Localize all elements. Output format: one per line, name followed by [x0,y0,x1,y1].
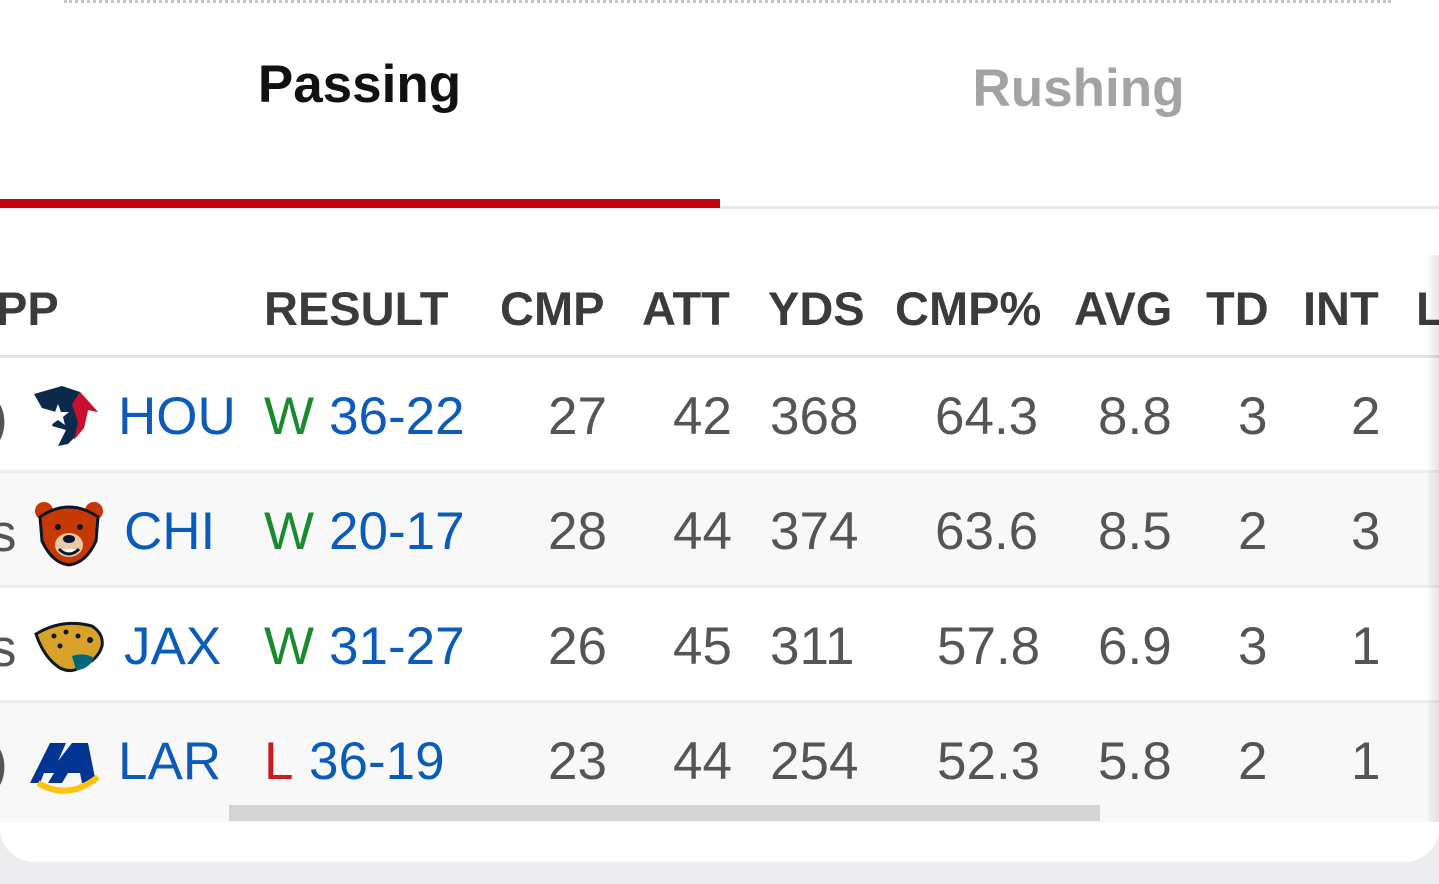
td-value: 2 [1238,502,1268,561]
clipped-cell: ) [0,388,8,449]
result-score-link[interactable]: 20-17 [329,502,465,561]
tab-rushing[interactable]: Rushing [972,58,1185,118]
scroll-edge-shadow [1428,255,1439,822]
table-row: ) HOU W 36-22 27 42 368 64.3 8.8 3 2 [0,358,1439,473]
result-wl: L [264,732,294,791]
yds-value: 254 [770,732,859,791]
header-att[interactable]: ATT [642,282,730,335]
yds-value: 311 [770,617,855,676]
clipped-cell: ) [0,733,8,794]
result-wl: W [264,502,315,561]
opponent-link[interactable]: HOU [118,387,236,446]
att-value: 42 [673,387,732,446]
int-value: 3 [1351,502,1381,561]
result-wl: W [264,617,315,676]
cmp-pct-value: 57.8 [937,617,1041,676]
int-value: 2 [1351,387,1381,446]
table-row: s CHI W 20-17 28 44 374 63.6 8.5 2 3 [0,473,1439,588]
cmp-value: 28 [548,502,607,561]
int-value: 1 [1351,617,1381,676]
stat-tabs: Passing Rushing [0,0,1439,210]
texans-logo-icon [34,386,98,446]
td-value: 2 [1238,732,1268,791]
header-avg[interactable]: AVG [1074,282,1173,335]
avg-value: 6.9 [1098,617,1172,676]
table-row: ) LAR L 36-19 23 44 254 52.3 5.8 2 1 [0,703,1439,822]
avg-value: 5.8 [1098,732,1172,791]
header-result[interactable]: RESULT [264,282,449,335]
header-next[interactable]: L [1416,281,1439,336]
clipped-cell: s [0,504,17,563]
header-opp[interactable]: PP [0,282,59,335]
tab-passing[interactable]: Passing [257,54,462,114]
game-log-table[interactable]: PP RESULT CMP ATT YDS CMP% AVG TD INT L … [0,255,1439,822]
header-yds[interactable]: YDS [768,282,865,335]
yds-value: 374 [770,502,859,561]
avg-value: 8.8 [1098,387,1172,446]
dotted-divider [64,0,1391,3]
int-value: 1 [1351,732,1381,791]
result-score-link[interactable]: 36-22 [329,387,465,446]
opponent-link[interactable]: CHI [124,502,216,561]
td-value: 3 [1238,617,1268,676]
table-header: PP RESULT CMP ATT YDS CMP% AVG TD INT L [0,255,1439,358]
active-tab-indicator [0,199,720,208]
header-cmp-pct[interactable]: CMP% [895,282,1042,335]
cmp-value: 26 [548,617,607,676]
cmp-pct-value: 63.6 [935,502,1039,561]
avg-value: 8.5 [1098,502,1172,561]
header-td[interactable]: TD [1206,282,1269,335]
bears-logo-icon [35,502,103,567]
stats-card: Passing Rushing PP RESULT CMP ATT YDS CM… [0,0,1439,862]
horizontal-scrollbar[interactable] [229,805,1100,821]
td-value: 3 [1238,387,1268,446]
rams-logo-icon [30,743,100,794]
cmp-pct-value: 64.3 [935,387,1039,446]
cmp-value: 27 [548,387,607,446]
jaguars-logo-icon [34,621,104,673]
table-row: s JAX W 31-27 26 45 311 57.8 6.9 3 1 [0,588,1439,703]
header-int[interactable]: INT [1303,282,1379,335]
att-value: 45 [673,617,732,676]
clipped-cell: s [0,619,17,678]
opponent-link[interactable]: JAX [124,617,222,676]
yds-value: 368 [770,387,859,446]
result-score-link[interactable]: 31-27 [329,617,465,676]
opponent-link[interactable]: LAR [118,732,222,791]
cmp-pct-value: 52.3 [937,732,1041,791]
att-value: 44 [673,732,732,791]
cmp-value: 23 [548,732,607,791]
result-wl: W [264,387,315,446]
att-value: 44 [673,502,732,561]
result-score-link[interactable]: 36-19 [309,732,445,791]
header-cmp[interactable]: CMP [500,282,605,335]
